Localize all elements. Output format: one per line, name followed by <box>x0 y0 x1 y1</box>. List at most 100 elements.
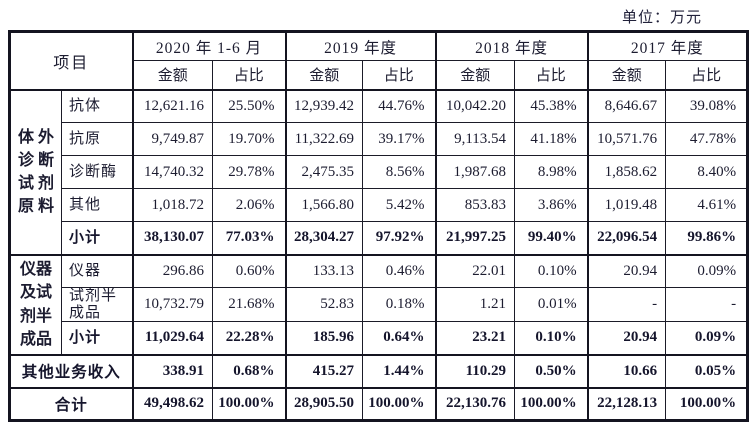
amount-cell: 49,498.62 <box>131 386 214 421</box>
amount-cell: 22,130.76 <box>434 386 516 421</box>
row-label: 抗原 <box>60 122 134 156</box>
period-header-2017: 2017 年度 <box>586 31 749 61</box>
amount-cell: 14,740.32 <box>131 155 214 189</box>
table-row: 其他 1,018.72 2.06% 1,566.80 5.42% 853.83 3.86% 1… <box>10 188 749 222</box>
amount-cell: 296.86 <box>131 253 214 288</box>
table-row: 体 外 诊 断 试 剂 原 料抗体 12,621.16 25.50% 12,939.4… <box>9 88 749 255</box>
amount-cell: 1,987.68 <box>434 155 516 189</box>
amount-cell: 38,130.07 <box>131 221 214 255</box>
table-row: 小计 38,130.07 77.03% 28,304.27 97.92% 21,997.2… <box>10 221 749 255</box>
amount-header: 金额 <box>131 60 214 91</box>
amount-cell: 28,905.50 <box>284 386 364 421</box>
amount-cell: 12,939.42 <box>284 88 364 123</box>
period-header-2020: 2020 年 1-6 月 <box>131 31 287 61</box>
amount-cell: 10,732.79 <box>131 287 214 322</box>
percent-cell: 8.40% <box>665 155 749 189</box>
row-label: 诊断酶 <box>60 155 134 189</box>
table-row: 抗原 9,749.87 19.70% 11,322.69 39.17% 9,113.54 4… <box>10 122 749 156</box>
amount-cell: - <box>586 287 667 322</box>
revenue-breakdown-table: 项目 2020 年 1-6 月 2019 年度 2018 年度 2017 年度 … <box>8 30 750 422</box>
amount-cell: 338.91 <box>131 353 214 388</box>
item-column-header: 项目 <box>8 31 134 91</box>
row-label: 其他 <box>60 188 134 222</box>
percent-header: 占比 <box>514 60 589 91</box>
table-row: 诊断酶 14,740.32 29.78% 2,475.35 8.56% 1,987.68 8… <box>10 155 749 189</box>
amount-cell: 110.29 <box>434 353 516 388</box>
percent-cell: 100.00% <box>362 386 437 421</box>
amount-cell: 1,858.62 <box>586 155 667 189</box>
percent-cell: 0.09% <box>665 321 749 355</box>
percent-cell: 77.03% <box>212 221 287 255</box>
amount-cell: 1,019.48 <box>586 188 667 222</box>
percent-cell: 0.60% <box>212 253 287 288</box>
amount-header: 金额 <box>284 60 364 91</box>
table-row: 试剂半成品 10,732.79 21.68% 52.83 0.18% 1.21 0.01% -… <box>10 287 749 322</box>
unit-label: 单位：万元 <box>621 10 702 26</box>
group-label: 体 外 诊 断 试 剂 原 料 <box>9 88 62 255</box>
percent-cell: 39.08% <box>665 88 749 123</box>
amount-cell: 10,571.76 <box>586 122 667 156</box>
amount-cell: 1.21 <box>434 287 516 322</box>
percent-cell: 47.78% <box>665 122 749 156</box>
amount-cell: 10,042.20 <box>434 88 516 123</box>
amount-cell: 8,646.67 <box>586 88 667 123</box>
percent-cell: 0.18% <box>362 287 437 322</box>
table-row: 仪器 及试 剂半 成品 仪器 296.86 0.60% 133.13 0.46% 22.01… <box>9 253 749 355</box>
percent-cell: 100.00% <box>514 386 589 421</box>
percent-cell: 1.44% <box>362 353 437 388</box>
percent-cell: 19.70% <box>212 122 287 156</box>
amount-cell: 11,029.64 <box>131 321 214 355</box>
summary-label: 合计 <box>8 386 134 421</box>
percent-cell: 45.38% <box>514 88 589 123</box>
percent-cell: 39.17% <box>362 122 437 156</box>
percent-cell: 0.10% <box>514 321 589 355</box>
percent-cell: 99.40% <box>514 221 589 255</box>
row-label: 小计 <box>60 221 134 255</box>
percent-cell: 2.06% <box>212 188 287 222</box>
percent-cell: 29.78% <box>212 155 287 189</box>
header-row-periods: 项目 2020 年 1-6 月 2019 年度 2018 年度 2017 年度 <box>8 31 749 91</box>
percent-header: 占比 <box>212 60 287 91</box>
percent-cell: 0.05% <box>665 353 749 388</box>
amount-header: 金额 <box>434 60 516 91</box>
amount-cell: 20.94 <box>586 321 667 355</box>
percent-cell: 41.18% <box>514 122 589 156</box>
table-row: 其他业务收入 338.91 0.68% 415.27 1.44% 110.29 0.50% 1… <box>8 353 749 388</box>
summary-label: 其他业务收入 <box>8 353 134 388</box>
percent-cell: 0.64% <box>362 321 437 355</box>
amount-cell: 12,621.16 <box>131 88 214 123</box>
amount-cell: 11,322.69 <box>284 122 364 156</box>
table-header: 项目 2020 年 1-6 月 2019 年度 2018 年度 2017 年度 … <box>8 31 749 91</box>
amount-cell: 9,749.87 <box>131 122 214 156</box>
amount-cell: 1,018.72 <box>131 188 214 222</box>
amount-cell: 22.01 <box>434 253 516 288</box>
header-row-subcolumns: 金额 占比 金额 占比 金额 占比 金额 占比 <box>10 60 749 91</box>
percent-cell: 21.68% <box>212 287 287 322</box>
percent-cell: 99.86% <box>665 221 749 255</box>
amount-cell: 10.66 <box>586 353 667 388</box>
percent-cell: 8.56% <box>362 155 437 189</box>
row-label: 小计 <box>60 321 134 355</box>
percent-cell: 3.86% <box>514 188 589 222</box>
group-label: 仪器 及试 剂半 成品 <box>9 253 62 355</box>
period-header-2019: 2019 年度 <box>284 31 437 61</box>
percent-cell: 25.50% <box>212 88 287 123</box>
amount-cell: 28,304.27 <box>284 221 364 255</box>
amount-header: 金额 <box>586 60 667 91</box>
percent-cell: 0.46% <box>362 253 437 288</box>
percent-cell: 100.00% <box>212 386 287 421</box>
amount-cell: 22,128.13 <box>586 386 667 421</box>
percent-cell: 4.61% <box>665 188 749 222</box>
row-label: 抗体 <box>60 88 134 123</box>
amount-cell: 20.94 <box>586 253 667 288</box>
table-row: 合计 49,498.62 100.00% 28,905.50 100.00% 22,130… <box>8 386 749 421</box>
amount-cell: 21,997.25 <box>434 221 516 255</box>
amount-cell: 2,475.35 <box>284 155 364 189</box>
percent-cell: - <box>665 287 749 322</box>
percent-cell: 0.09% <box>665 253 749 288</box>
percent-cell: 22.28% <box>212 321 287 355</box>
period-header-2018: 2018 年度 <box>434 31 589 61</box>
percent-header: 占比 <box>665 60 749 91</box>
amount-cell: 52.83 <box>284 287 364 322</box>
percent-cell: 0.10% <box>514 253 589 288</box>
